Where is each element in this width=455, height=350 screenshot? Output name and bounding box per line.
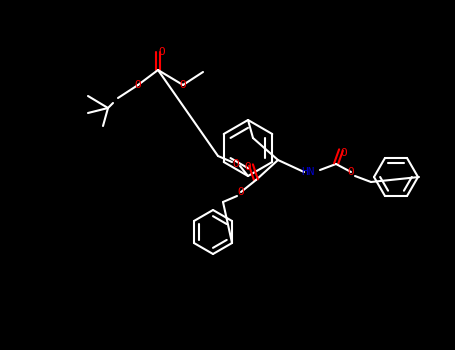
Text: O: O xyxy=(233,159,239,169)
Text: O: O xyxy=(348,167,354,177)
Text: O: O xyxy=(180,80,187,90)
Text: O: O xyxy=(245,162,251,172)
Text: O: O xyxy=(159,47,165,57)
Text: O: O xyxy=(238,187,244,197)
Text: O: O xyxy=(135,80,142,90)
Text: HN: HN xyxy=(301,167,315,177)
Text: O: O xyxy=(341,148,347,158)
